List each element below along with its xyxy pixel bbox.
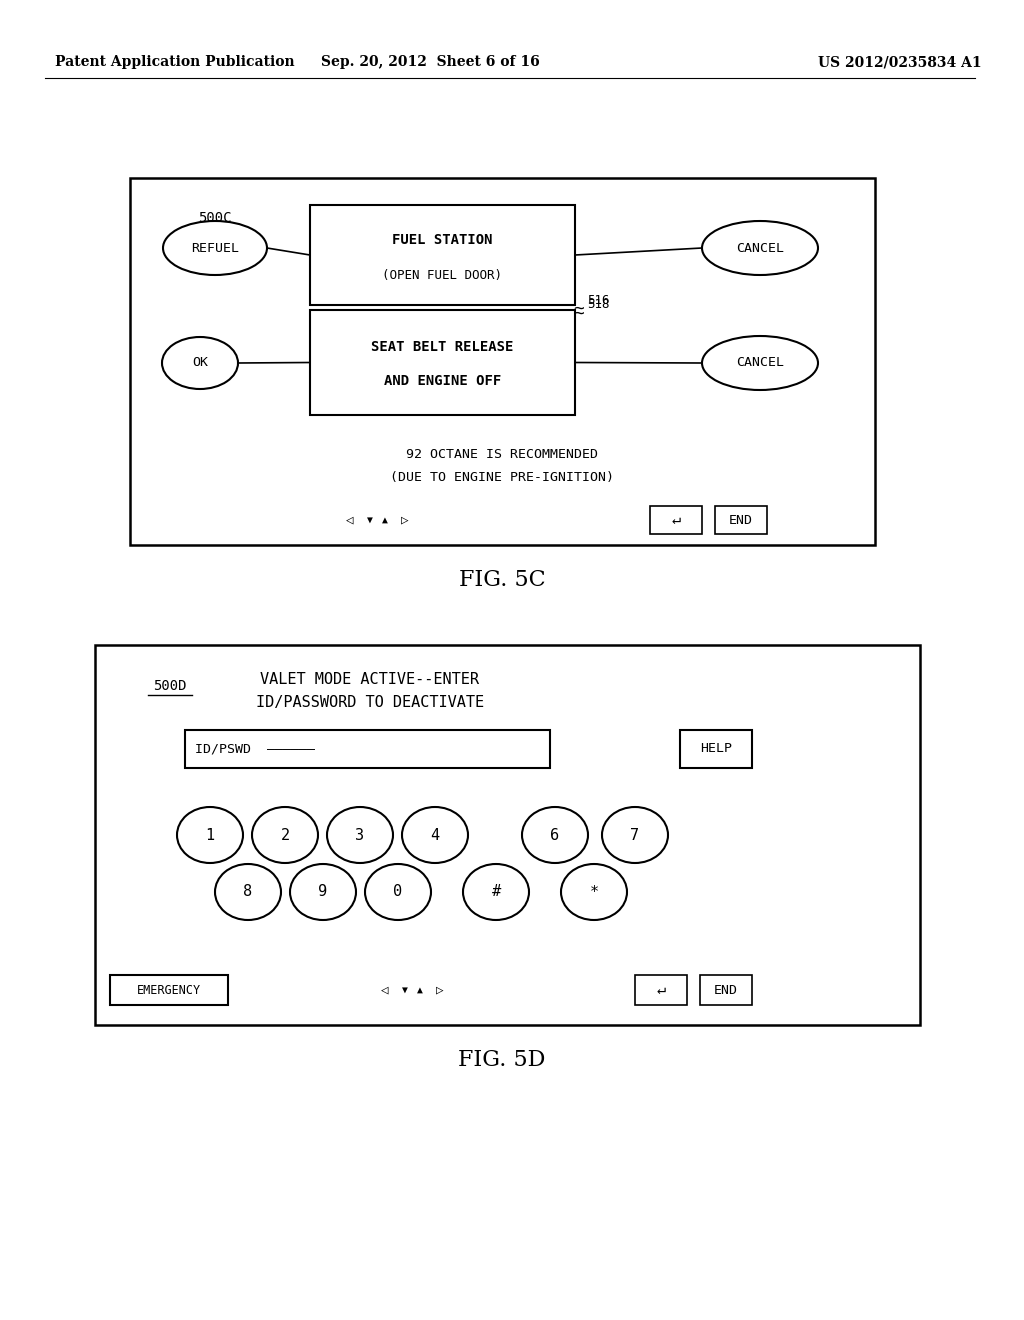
Text: Sep. 20, 2012  Sheet 6 of 16: Sep. 20, 2012 Sheet 6 of 16 (321, 55, 540, 69)
Text: 6: 6 (551, 828, 559, 842)
Text: END: END (714, 983, 738, 997)
Text: ▲: ▲ (382, 515, 388, 525)
Text: REFUEL: REFUEL (191, 242, 239, 255)
Ellipse shape (215, 865, 281, 920)
Ellipse shape (252, 807, 318, 863)
Text: FIG. 5D: FIG. 5D (459, 1049, 546, 1071)
Text: 4: 4 (430, 828, 439, 842)
Text: VALET MODE ACTIVE--ENTER: VALET MODE ACTIVE--ENTER (260, 672, 479, 688)
Ellipse shape (177, 807, 243, 863)
Text: FIG. 5C: FIG. 5C (459, 569, 546, 591)
Text: ▲: ▲ (417, 985, 423, 995)
Text: ↵: ↵ (672, 512, 681, 528)
Ellipse shape (327, 807, 393, 863)
Text: 0: 0 (393, 884, 402, 899)
Bar (310, 310, 575, 414)
Text: 516: 516 (587, 293, 609, 306)
Text: HELP: HELP (700, 742, 732, 755)
Text: (DUE TO ENGINE PRE-IGNITION): (DUE TO ENGINE PRE-IGNITION) (390, 470, 614, 483)
Text: ID/PASSWORD TO DEACTIVATE: ID/PASSWORD TO DEACTIVATE (256, 696, 484, 710)
Text: 2: 2 (281, 828, 290, 842)
Text: ID/PSWD  ——————: ID/PSWD —————— (195, 742, 315, 755)
Bar (715, 506, 767, 535)
Bar (650, 506, 702, 535)
Text: END: END (729, 513, 753, 527)
Text: 1: 1 (206, 828, 215, 842)
Text: ~: ~ (573, 300, 585, 318)
Text: ▷: ▷ (401, 513, 409, 527)
Text: 9: 9 (318, 884, 328, 899)
Text: ◁: ◁ (381, 983, 389, 997)
Bar (635, 975, 687, 1005)
Text: CANCEL: CANCEL (736, 356, 784, 370)
Text: 7: 7 (631, 828, 640, 842)
Text: CANCEL: CANCEL (736, 242, 784, 255)
Bar (680, 730, 752, 768)
Ellipse shape (522, 807, 588, 863)
Text: ▼: ▼ (402, 985, 408, 995)
Text: FUEL STATION: FUEL STATION (392, 234, 493, 247)
Text: AND ENGINE OFF: AND ENGINE OFF (384, 375, 501, 388)
Text: Patent Application Publication: Patent Application Publication (55, 55, 295, 69)
Ellipse shape (463, 865, 529, 920)
Text: OK: OK (193, 356, 208, 370)
Bar (185, 730, 550, 768)
Text: ◁: ◁ (346, 513, 353, 527)
Bar (95, 645, 920, 1026)
Text: SEAT BELT RELEASE: SEAT BELT RELEASE (372, 339, 514, 354)
Text: 518: 518 (587, 298, 609, 312)
Text: ↵: ↵ (656, 982, 666, 998)
Bar (130, 178, 874, 545)
Ellipse shape (702, 220, 818, 275)
Bar (310, 205, 575, 305)
Bar (110, 975, 228, 1005)
Ellipse shape (162, 337, 238, 389)
Text: 92 OCTANE IS RECOMMENDED: 92 OCTANE IS RECOMMENDED (406, 449, 598, 462)
Text: (OPEN FUEL DOOR): (OPEN FUEL DOOR) (383, 268, 503, 281)
Ellipse shape (561, 865, 627, 920)
Text: 3: 3 (355, 828, 365, 842)
Ellipse shape (602, 807, 668, 863)
Text: ~: ~ (573, 305, 585, 323)
Ellipse shape (402, 807, 468, 863)
Text: ▼: ▼ (367, 515, 373, 525)
Bar (700, 975, 752, 1005)
Text: #: # (492, 884, 501, 899)
Text: 8: 8 (244, 884, 253, 899)
Text: US 2012/0235834 A1: US 2012/0235834 A1 (818, 55, 982, 69)
Text: ▷: ▷ (436, 983, 443, 997)
Ellipse shape (702, 337, 818, 389)
Ellipse shape (365, 865, 431, 920)
Text: EMERGENCY: EMERGENCY (137, 983, 201, 997)
Text: 500C: 500C (199, 211, 231, 224)
Text: *: * (590, 884, 599, 899)
Ellipse shape (163, 220, 267, 275)
Ellipse shape (290, 865, 356, 920)
Text: 500D: 500D (154, 678, 186, 693)
